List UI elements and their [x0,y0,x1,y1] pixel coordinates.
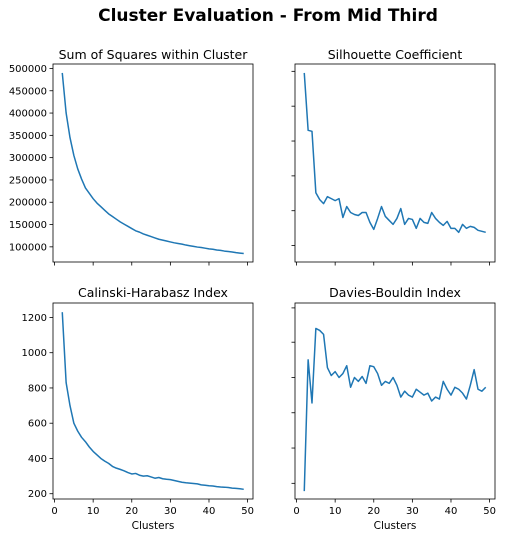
x-axis-label: Clusters [132,520,175,532]
y-tick-label: 800 [28,383,47,394]
y-tick-label: 600 [28,419,47,430]
x-tick-label: 30 [164,506,177,517]
y-tick-label: 150000 [9,220,47,231]
y-tick-label: 450000 [9,86,47,97]
x-tick-label: 20 [125,506,138,517]
subplot-title: Calinski-Harabasz Index [78,285,228,300]
x-tick-label: 40 [445,506,458,517]
x-tick-label: 20 [367,506,380,517]
figure-title: Cluster Evaluation - From Mid Third [98,6,438,26]
axes-frame [294,302,496,500]
x-tick-label: 0 [51,506,57,517]
subplot-title: Silhouette Coefficient [328,47,463,62]
axes-frame [294,63,496,263]
axes-frame [52,63,254,263]
y-tick-label: 500000 [9,64,47,75]
y-tick-label: 1000 [22,348,47,359]
x-tick-label: 30 [406,506,419,517]
series-line [61,72,244,255]
y-tick-label: 400 [28,454,47,465]
subplot-calinski-harabasz: Calinski-Harabasz Index 0 10 20 30 40 50 200 400… [22,285,254,532]
y-tick-label: 350000 [9,131,47,142]
x-tick-label: 40 [203,506,216,517]
x-tick-label: 50 [241,506,254,517]
subplot-davies-bouldin: Davies-Bouldin Index 0 10 20 30 40 50 Clusters [291,285,496,532]
y-tick-label: 400000 [9,109,47,120]
y-tick-label: 200000 [9,198,47,209]
subplot-title: Davies-Bouldin Index [329,285,461,300]
x-tick-label: 10 [87,506,100,517]
y-tick-label: 300000 [9,153,47,164]
x-tick-label: 0 [293,506,299,517]
x-tick-label: 50 [483,506,496,517]
y-tick-label: 200 [28,489,47,500]
subplot-title: Sum of Squares within Cluster [59,47,249,62]
y-tick-label: 250000 [9,175,47,186]
axes-frame [52,302,254,500]
series-line [303,327,487,492]
y-tick-label: 100000 [9,242,47,253]
x-tick-label: 10 [329,506,342,517]
series-line [303,72,486,234]
subplot-silhouette: Silhouette Coefficient [291,47,496,266]
series-line [61,312,244,491]
subplot-grid: Sum of Squares within Cluster10000015000… [9,47,496,532]
x-axis-label: Clusters [374,520,417,532]
y-tick-label: 1200 [22,313,47,324]
subplot-sum-of-squares: Sum of Squares within Cluster 100000 15000… [9,47,254,266]
